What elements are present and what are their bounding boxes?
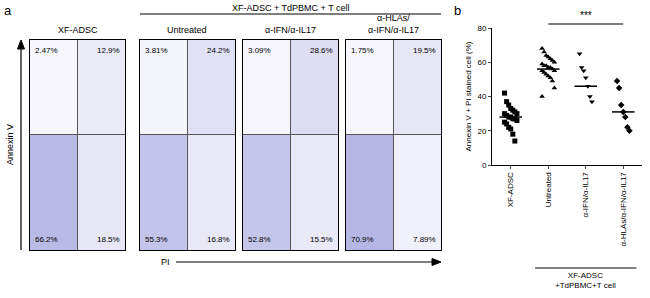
svg-text:28.6%: 28.6% [310, 46, 333, 55]
svg-text:70.9%: 70.9% [351, 235, 374, 244]
svg-text:XF-ADSC + TdPBMC + T cell: XF-ADSC + TdPBMC + T cell [232, 3, 350, 13]
svg-text:40: 40 [477, 92, 486, 101]
svg-text:60: 60 [477, 58, 486, 67]
svg-text:XF-ADSC+TdPBMC+T cell: XF-ADSC+TdPBMC+T cell [555, 271, 616, 290]
svg-text:Annexin V: Annexin V [5, 124, 15, 165]
svg-text:16.8%: 16.8% [207, 235, 230, 244]
svg-text:19.5%: 19.5% [413, 46, 436, 55]
svg-text:52.8%: 52.8% [248, 235, 271, 244]
svg-text:Annexin V + PI stained cell (%: Annexin V + PI stained cell (%) [464, 41, 473, 151]
svg-text:α-IFN/α-IL17: α-IFN/α-IL17 [581, 172, 590, 218]
svg-text:18.5%: 18.5% [97, 235, 120, 244]
svg-text:1.75%: 1.75% [351, 46, 374, 55]
svg-text:66.2%: 66.2% [35, 235, 58, 244]
svg-text:α-HLAs/α-IFN/α-IL17: α-HLAs/α-IFN/α-IL17 [368, 13, 419, 35]
svg-text:55.3%: 55.3% [145, 235, 168, 244]
svg-text:a: a [4, 3, 12, 18]
svg-text:3.81%: 3.81% [145, 46, 168, 55]
svg-text:PI: PI [161, 257, 170, 267]
svg-text:Untreated: Untreated [544, 172, 553, 207]
svg-text:Untreated: Untreated [167, 25, 207, 35]
svg-text:b: b [454, 3, 461, 18]
svg-text:XF-ADSC: XF-ADSC [506, 172, 515, 207]
svg-text:15.5%: 15.5% [310, 235, 333, 244]
svg-text:2.47%: 2.47% [35, 46, 58, 55]
svg-text:7.89%: 7.89% [413, 235, 436, 244]
svg-text:α-IFN/α-IL17: α-IFN/α-IL17 [265, 25, 316, 35]
svg-text:20: 20 [477, 127, 486, 136]
svg-text:24.2%: 24.2% [207, 46, 230, 55]
svg-text:0: 0 [482, 161, 487, 170]
svg-text:XF-ADSC: XF-ADSC [58, 25, 98, 35]
svg-text:***: *** [580, 10, 592, 21]
svg-text:80: 80 [477, 24, 486, 33]
svg-text:α-HLAs/α-IFN/α-IL17: α-HLAs/α-IFN/α-IL17 [619, 172, 628, 247]
svg-text:3.09%: 3.09% [248, 46, 271, 55]
svg-text:12.9%: 12.9% [97, 46, 120, 55]
